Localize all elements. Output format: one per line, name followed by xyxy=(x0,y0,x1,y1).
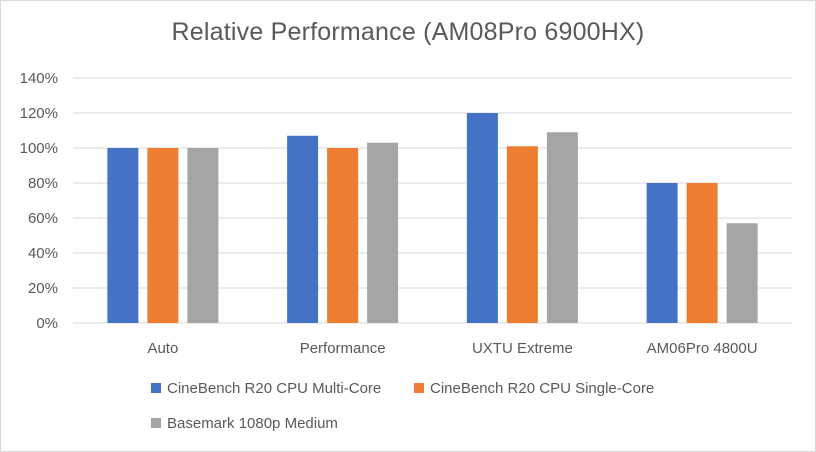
bar-3 xyxy=(726,223,758,323)
legend-label: CineBench R20 CPU Multi-Core xyxy=(167,380,381,397)
x-tick-label: UXTU Extreme xyxy=(472,340,573,357)
x-tick-label: Performance xyxy=(300,340,386,357)
y-tick-label: 20% xyxy=(28,280,58,297)
chart-title: Relative Performance (AM08Pro 6900HX) xyxy=(171,18,645,46)
bar-2 xyxy=(147,148,179,323)
legend-label: CineBench R20 CPU Single-Core xyxy=(430,380,654,397)
bar-1 xyxy=(107,148,139,323)
bar-1 xyxy=(646,183,678,323)
y-tick-label: 120% xyxy=(20,105,58,122)
bar-2 xyxy=(686,183,718,323)
bar-2 xyxy=(327,148,359,323)
legend-label: Basemark 1080p Medium xyxy=(167,415,338,432)
y-tick-label: 100% xyxy=(20,140,58,157)
y-tick-label: 0% xyxy=(36,315,58,332)
bar-3 xyxy=(546,132,578,323)
y-tick-label: 140% xyxy=(20,70,58,87)
y-tick-label: 80% xyxy=(28,175,58,192)
bar-1 xyxy=(466,113,498,323)
y-tick-label: 40% xyxy=(28,245,58,262)
legend-swatch xyxy=(414,383,424,393)
legend-swatch xyxy=(151,383,161,393)
bar-3 xyxy=(187,148,219,323)
x-tick-label: Auto xyxy=(147,340,178,357)
x-tick-label: AM06Pro 4800U xyxy=(647,340,758,357)
bar-1 xyxy=(287,135,319,323)
bar-2 xyxy=(506,146,538,323)
bar-3 xyxy=(367,142,399,323)
legend-swatch xyxy=(151,418,161,428)
y-tick-label: 60% xyxy=(28,210,58,227)
